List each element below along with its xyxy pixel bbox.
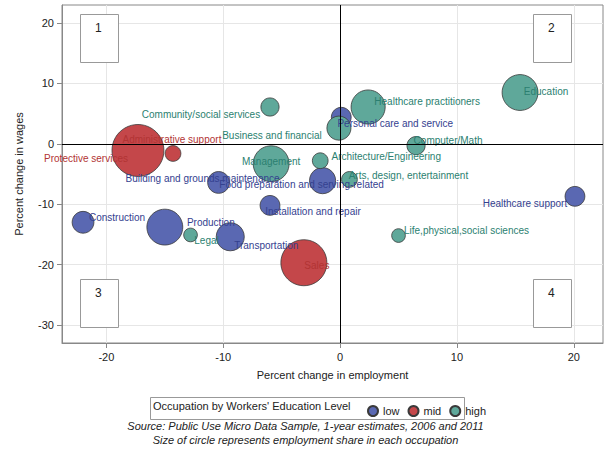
svg-text:10: 10 [451, 351, 463, 363]
svg-text:Percent change in wages: Percent change in wages [13, 112, 25, 236]
svg-text:Transportation: Transportation [234, 240, 298, 251]
svg-text:Computer/Math: Computer/Math [413, 135, 483, 147]
svg-text:Source: Public Use Micro Data: Source: Public Use Micro Data Sample, 1-… [127, 420, 483, 432]
svg-text:3: 3 [95, 286, 102, 300]
svg-text:-20: -20 [98, 351, 114, 363]
svg-text:Arts, design, entertainment: Arts, design, entertainment [349, 170, 469, 181]
svg-text:Legal: Legal [194, 235, 218, 246]
svg-text:20: 20 [568, 351, 580, 363]
svg-text:Size of circle represents empl: Size of circle represents employment sha… [153, 434, 459, 446]
svg-text:Building and grounds maintenan: Building and grounds maintenance [126, 173, 280, 184]
svg-text:mid: mid [424, 405, 442, 417]
svg-text:Architecture/Engineering: Architecture/Engineering [331, 151, 441, 162]
svg-text:Occupation by Workers' Educati: Occupation by Workers' Education Level [153, 400, 351, 412]
svg-text:4: 4 [548, 286, 555, 300]
svg-text:Construction: Construction [89, 212, 145, 223]
svg-text:Percent change in employment: Percent change in employment [257, 369, 409, 381]
svg-text:-30: -30 [38, 319, 54, 331]
svg-text:Personal care and service: Personal care and service [337, 118, 453, 129]
svg-text:Food preparation and serving-r: Food preparation and serving-related [219, 179, 384, 191]
svg-text:20: 20 [42, 17, 54, 29]
svg-text:10: 10 [42, 77, 54, 89]
svg-text:2: 2 [548, 21, 555, 35]
svg-text:Administrative support: Administrative support [122, 134, 221, 145]
svg-text:1: 1 [95, 21, 102, 35]
svg-text:Healthcare practitioners: Healthcare practitioners [374, 96, 480, 107]
svg-text:0: 0 [48, 138, 54, 150]
svg-text:Business and financial: Business and financial [222, 130, 322, 141]
svg-text:Sales: Sales [304, 260, 329, 271]
svg-text:low: low [383, 405, 400, 417]
svg-text:Education: Education [524, 86, 568, 97]
svg-text:Healthcare support: Healthcare support [483, 198, 568, 209]
svg-text:Life,physical,social sciences: Life,physical,social sciences [404, 225, 529, 236]
svg-text:-10: -10 [38, 198, 54, 210]
svg-text:Protective services: Protective services [44, 153, 128, 164]
svg-text:high: high [465, 405, 486, 417]
svg-text:Production: Production [187, 217, 235, 228]
svg-text:Installation and repair: Installation and repair [265, 206, 361, 217]
svg-text:Community/social services: Community/social services [142, 109, 260, 120]
svg-text:-10: -10 [215, 351, 231, 363]
svg-text:-20: -20 [38, 259, 54, 271]
svg-text:Management: Management [242, 156, 301, 167]
svg-text:0: 0 [337, 351, 343, 363]
